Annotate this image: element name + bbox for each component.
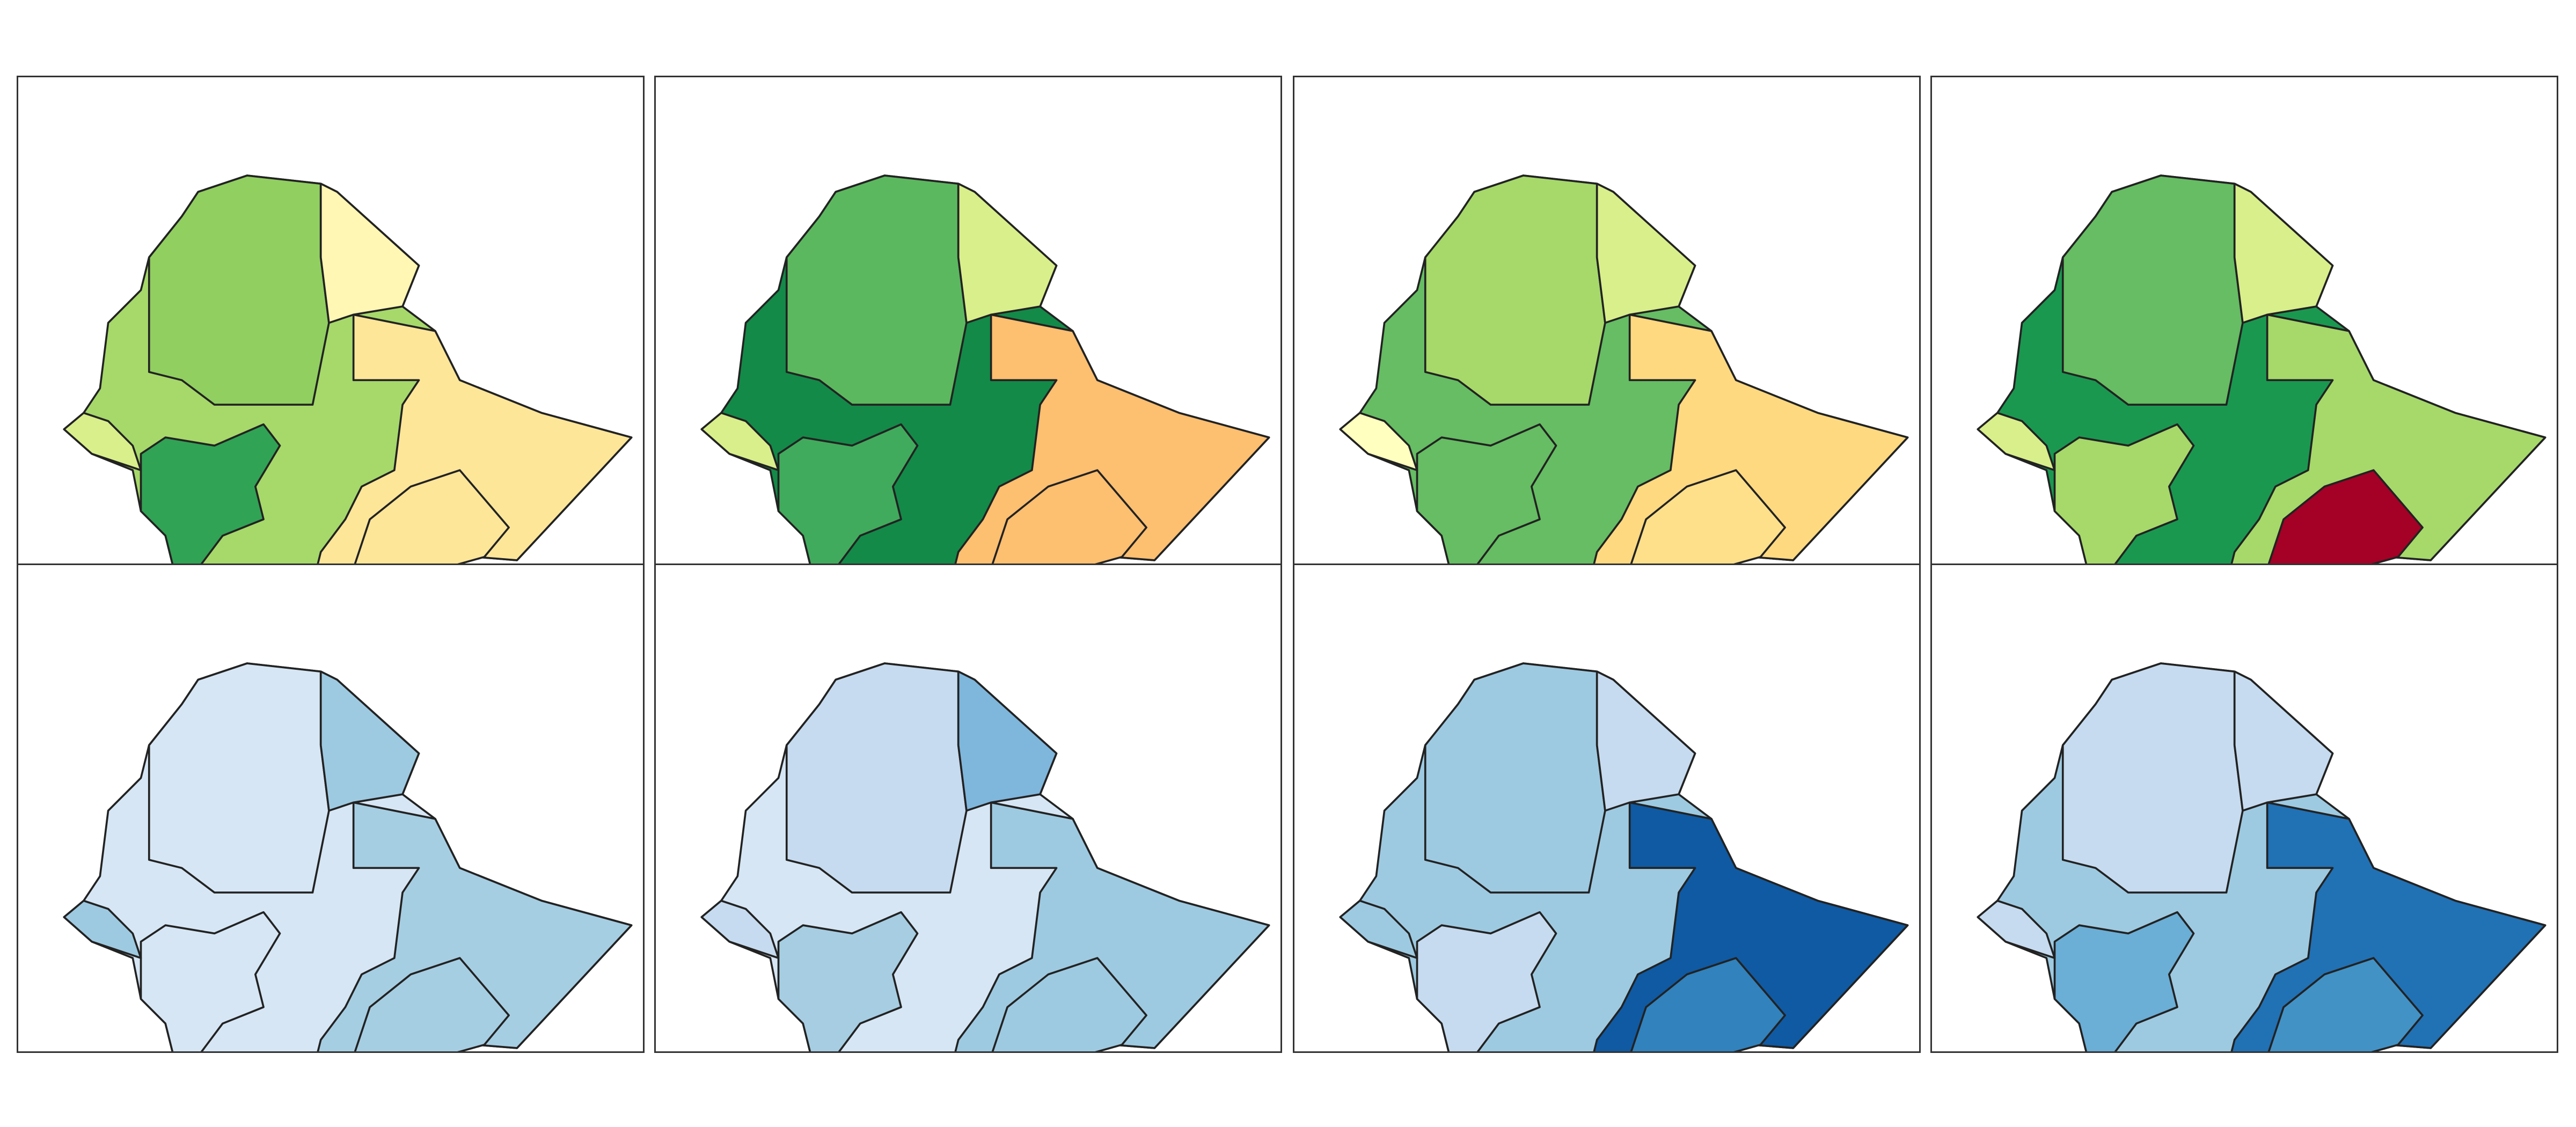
ethiopia-map [63, 662, 633, 1051]
region-benishangul [700, 412, 780, 471]
region-southwest [777, 423, 919, 564]
region-benishangul [1339, 412, 1418, 471]
ethiopia-map [700, 174, 1270, 564]
map-panel-3 [1293, 76, 1921, 565]
region-north [148, 174, 330, 406]
region-south-east [354, 469, 510, 564]
region-north [2061, 662, 2244, 894]
map-panel-7 [1293, 564, 1921, 1053]
region-afar [2233, 182, 2334, 324]
region-afar [319, 670, 420, 812]
ethiopia-map [1339, 174, 1909, 564]
region-south-east [1630, 469, 1786, 564]
region-afar [1596, 182, 1696, 324]
ethiopia-map [63, 174, 633, 564]
region-benishangul [700, 899, 780, 959]
region-north [1424, 174, 1606, 406]
region-south-east [2267, 469, 2424, 564]
region-southwest [140, 423, 281, 564]
region-benishangul [1339, 899, 1418, 959]
map-panel-1 [17, 76, 645, 565]
region-south-east [354, 957, 510, 1051]
map-panel-4 [1930, 76, 2558, 565]
region-afar [957, 670, 1058, 812]
ethiopia-map [1977, 662, 2546, 1051]
region-benishangul [63, 412, 142, 471]
ethiopia-map [700, 662, 1270, 1051]
region-benishangul [63, 899, 142, 959]
region-south-east [991, 469, 1147, 564]
region-afar [957, 182, 1058, 324]
map-panel-6 [654, 564, 1282, 1053]
map-panel-5 [17, 564, 645, 1053]
ethiopia-map [1977, 174, 2546, 564]
region-southwest [1416, 423, 1557, 564]
region-southwest [1416, 911, 1557, 1051]
region-north [2061, 174, 2244, 406]
region-north [785, 174, 968, 406]
region-benishangul [1977, 412, 2056, 471]
region-afar [319, 182, 420, 324]
region-benishangul [1977, 899, 2056, 959]
region-north [148, 662, 330, 894]
region-north [785, 662, 968, 894]
region-afar [2233, 670, 2334, 812]
region-southwest [2053, 911, 2195, 1051]
region-southwest [140, 911, 281, 1051]
region-south-east [991, 957, 1147, 1051]
region-southwest [2053, 423, 2195, 564]
region-south-east [2267, 957, 2424, 1051]
region-north [1424, 662, 1606, 894]
region-afar [1596, 670, 1696, 812]
map-panel-8 [1930, 564, 2558, 1053]
region-southwest [777, 911, 919, 1051]
ethiopia-map [1339, 662, 1909, 1051]
map-panel-2 [654, 76, 1282, 565]
region-south-east [1630, 957, 1786, 1051]
